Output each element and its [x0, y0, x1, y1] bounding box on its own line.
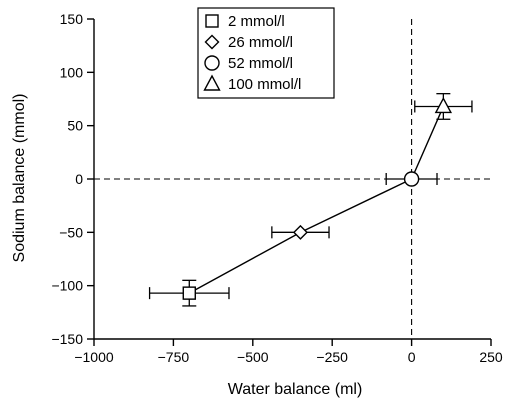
data-point-diamond — [292, 224, 308, 240]
legend-marker-square — [205, 14, 219, 28]
legend-label: 52 mmol/l — [228, 55, 293, 72]
y-tick-label: 100 — [60, 64, 84, 80]
data-point-circle — [403, 171, 420, 187]
x-tick-label: −500 — [237, 349, 269, 365]
legend-marker-circle — [204, 55, 220, 71]
data-point-square — [182, 286, 196, 300]
y-axis-title: Sodium balance (mmol) — [11, 94, 28, 263]
data-point-triangle — [434, 96, 453, 114]
y-tick-label: −150 — [51, 331, 83, 347]
y-tick-label: −100 — [51, 278, 83, 294]
x-tick-label: −250 — [316, 349, 348, 365]
y-tick-label: 50 — [67, 118, 83, 134]
legend-label: 26 mmol/l — [228, 34, 293, 51]
legend-label: 2 mmol/l — [228, 13, 285, 30]
x-tick-label: 0 — [408, 349, 416, 365]
x-axis-title: Water balance (ml) — [228, 381, 363, 398]
series-connecting-line — [188, 106, 445, 294]
legend-label: 100 mmol/l — [228, 76, 301, 93]
y-tick-label: −50 — [59, 224, 83, 240]
x-tick-label: −1000 — [74, 349, 114, 365]
legend-box — [197, 7, 335, 99]
y-tick-label: 0 — [75, 171, 83, 187]
legend-marker-triangle — [203, 74, 221, 91]
y-tick-label: 150 — [60, 11, 84, 27]
x-tick-label: −750 — [158, 349, 190, 365]
legend-marker-diamond — [204, 34, 220, 50]
x-tick-label: 250 — [479, 349, 503, 365]
